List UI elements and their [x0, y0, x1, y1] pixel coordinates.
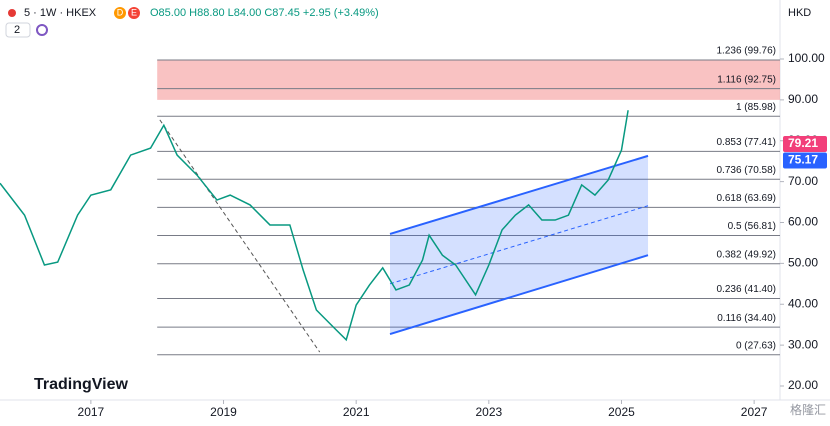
fib-label: 1.116 (92.75) [717, 74, 776, 85]
flag-icon [8, 9, 16, 17]
fib-label: 0.236 (41.40) [717, 284, 777, 295]
x-tick-label: 2017 [78, 405, 105, 419]
y-tick-label: 90.00 [788, 92, 818, 106]
price-label-bg [783, 152, 827, 169]
fib-label: 1.236 (99.76) [717, 46, 777, 57]
x-tick-label: 2025 [608, 405, 635, 419]
fib-label: 0.736 (70.58) [717, 165, 777, 176]
fib-label: 0.618 (63.69) [717, 193, 777, 204]
badge-text: E [131, 7, 137, 17]
channel-lower [389, 254, 649, 336]
badge [114, 7, 126, 19]
x-tick-label: 2027 [741, 405, 768, 419]
badge [128, 7, 140, 19]
x-tick-label: 2019 [210, 405, 237, 419]
x-tick-label: 2021 [343, 405, 370, 419]
icon [36, 24, 48, 36]
watermark: 格隆汇 [790, 402, 826, 417]
x-tick-label: 2023 [475, 405, 502, 419]
y-tick-label: 50.00 [788, 256, 818, 270]
channel-middle [389, 205, 649, 285]
badge-text: D [117, 7, 124, 17]
y-tick-label: 70.00 [788, 174, 818, 188]
fib-label: 0.5 (56.81) [728, 221, 776, 232]
trend-line [159, 119, 321, 353]
price-label: 75.17 [788, 153, 818, 167]
y-tick-label: 60.00 [788, 215, 818, 229]
price-label-bg [783, 135, 827, 152]
indicator-count[interactable]: 2 [14, 24, 20, 36]
indicator-toggle[interactable] [5, 22, 31, 38]
symbol: 5 · 1W · HKEX [24, 7, 97, 19]
y-tick-label: 20.00 [788, 378, 818, 392]
fib-label: 0 (27.63) [736, 340, 776, 351]
y-tick-label: 30.00 [788, 337, 818, 351]
y-tick-label: 100.00 [788, 51, 825, 65]
fib-label: 0.116 (34.40) [717, 313, 776, 324]
channel-upper [389, 154, 649, 235]
price-label: 79.21 [788, 136, 818, 150]
currency: HKD [788, 7, 811, 19]
logo: TradingView [34, 376, 129, 393]
fib-label: 0.382 (49.92) [717, 249, 777, 260]
fib-label: 0.853 (77.41) [717, 137, 777, 148]
target-zone [157, 59, 781, 100]
y-tick-label: 40.00 [788, 296, 818, 310]
price-line [0, 110, 629, 342]
fib-label: 1 (85.98) [736, 102, 776, 113]
ohlc: O85.00 H88.80 L84.00 C87.45 +2.95 (+3.49… [150, 7, 379, 19]
